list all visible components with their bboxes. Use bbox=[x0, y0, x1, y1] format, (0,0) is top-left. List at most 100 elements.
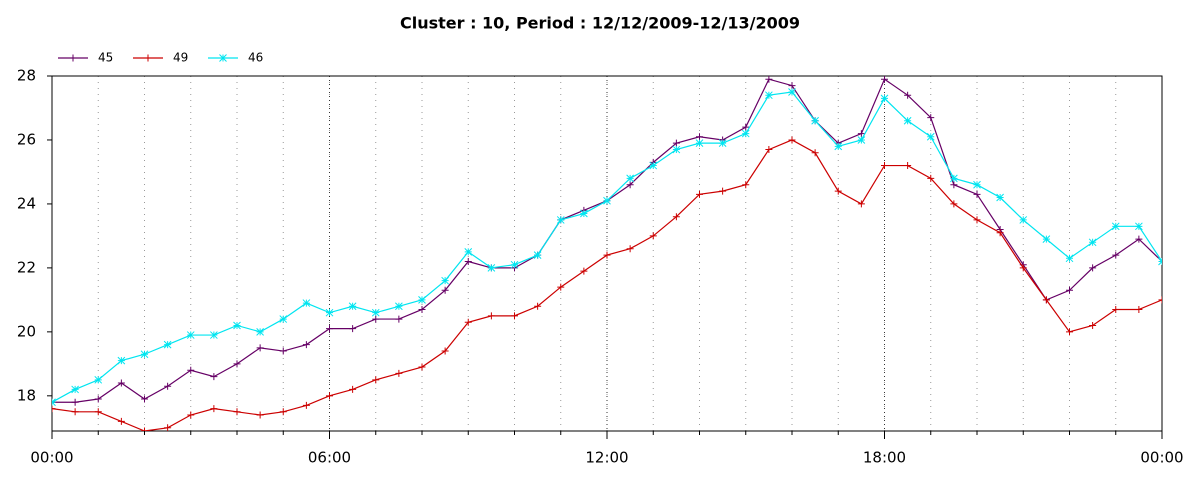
data-point bbox=[580, 209, 588, 218]
data-point bbox=[1111, 222, 1120, 231]
data-point bbox=[511, 312, 518, 320]
data-point bbox=[94, 408, 102, 416]
data-point bbox=[395, 369, 403, 377]
data-point bbox=[626, 245, 634, 253]
data-point bbox=[672, 145, 681, 154]
data-point bbox=[256, 411, 264, 419]
data-point bbox=[325, 308, 334, 317]
data-point bbox=[187, 411, 195, 419]
data-point bbox=[950, 174, 958, 183]
data-point bbox=[626, 174, 634, 183]
data-point bbox=[672, 213, 680, 221]
data-point bbox=[94, 375, 103, 384]
data-point bbox=[719, 187, 727, 195]
data-point bbox=[1135, 305, 1143, 313]
data-point bbox=[71, 385, 79, 394]
legend-label: 49 bbox=[173, 51, 188, 65]
data-point bbox=[696, 190, 703, 198]
data-point bbox=[71, 408, 79, 416]
data-point bbox=[649, 161, 658, 170]
data-point bbox=[811, 149, 819, 157]
data-point bbox=[950, 200, 958, 208]
y-tick-label: 26 bbox=[17, 130, 36, 148]
data-point bbox=[556, 216, 565, 224]
data-point bbox=[1088, 238, 1097, 247]
data-point bbox=[279, 408, 287, 416]
data-point bbox=[742, 181, 750, 189]
data-point bbox=[557, 283, 565, 291]
data-point bbox=[326, 325, 333, 333]
legend-label: 45 bbox=[98, 51, 113, 65]
data-point bbox=[1112, 251, 1120, 259]
data-point bbox=[834, 187, 842, 195]
data-point bbox=[880, 94, 889, 103]
series-line bbox=[52, 139, 1162, 431]
data-point bbox=[788, 88, 796, 96]
data-point bbox=[256, 344, 264, 352]
data-point bbox=[210, 331, 218, 339]
data-point bbox=[395, 315, 403, 323]
data-point bbox=[441, 347, 449, 355]
data-point bbox=[857, 136, 866, 144]
data-point bbox=[1042, 235, 1051, 243]
data-point bbox=[765, 91, 773, 100]
data-point bbox=[279, 347, 287, 355]
data-point bbox=[857, 200, 865, 208]
data-point bbox=[510, 260, 519, 269]
data-point bbox=[834, 142, 843, 151]
data-point bbox=[117, 379, 125, 387]
data-point bbox=[279, 315, 288, 323]
data-point bbox=[349, 385, 357, 393]
legend-marker bbox=[219, 54, 227, 62]
data-point bbox=[1089, 264, 1097, 272]
data-point bbox=[718, 139, 727, 148]
data-point bbox=[302, 299, 311, 307]
data-point bbox=[487, 264, 496, 272]
data-point bbox=[1158, 257, 1162, 266]
data-point bbox=[140, 350, 149, 359]
data-point bbox=[233, 408, 241, 416]
data-point bbox=[741, 129, 750, 138]
data-point bbox=[186, 331, 195, 339]
data-point bbox=[187, 366, 195, 374]
data-point bbox=[210, 405, 218, 413]
data-point bbox=[464, 248, 473, 256]
data-point bbox=[302, 341, 310, 349]
data-point bbox=[372, 315, 380, 323]
data-point bbox=[94, 395, 102, 403]
data-point bbox=[788, 136, 796, 144]
data-point bbox=[464, 257, 472, 265]
data-point bbox=[1019, 216, 1028, 224]
data-point bbox=[117, 417, 125, 425]
y-tick-label: 18 bbox=[17, 386, 36, 404]
data-point bbox=[348, 302, 357, 311]
data-point bbox=[1066, 286, 1073, 294]
data-point bbox=[903, 116, 912, 125]
data-point bbox=[788, 82, 796, 90]
data-point bbox=[973, 180, 981, 189]
data-point bbox=[371, 308, 380, 317]
x-tick-label: 12:00 bbox=[585, 449, 628, 467]
data-point bbox=[164, 424, 172, 431]
data-point bbox=[163, 340, 172, 349]
data-point bbox=[857, 130, 865, 138]
legend-label: 46 bbox=[248, 51, 263, 65]
data-point bbox=[603, 251, 611, 259]
data-point bbox=[1112, 305, 1120, 313]
y-tick-label: 24 bbox=[17, 194, 36, 212]
data-point bbox=[71, 398, 79, 406]
data-point bbox=[926, 132, 935, 141]
y-tick-label: 28 bbox=[17, 67, 36, 85]
data-point bbox=[395, 302, 403, 311]
data-point bbox=[904, 91, 912, 99]
data-point bbox=[117, 356, 126, 365]
x-tick-label: 18:00 bbox=[863, 449, 906, 467]
data-point bbox=[649, 232, 657, 240]
legend-marker bbox=[69, 54, 77, 62]
data-point bbox=[1135, 222, 1143, 231]
data-point bbox=[742, 123, 750, 131]
data-point bbox=[141, 427, 148, 431]
data-point bbox=[927, 174, 935, 182]
data-point bbox=[1065, 254, 1074, 263]
